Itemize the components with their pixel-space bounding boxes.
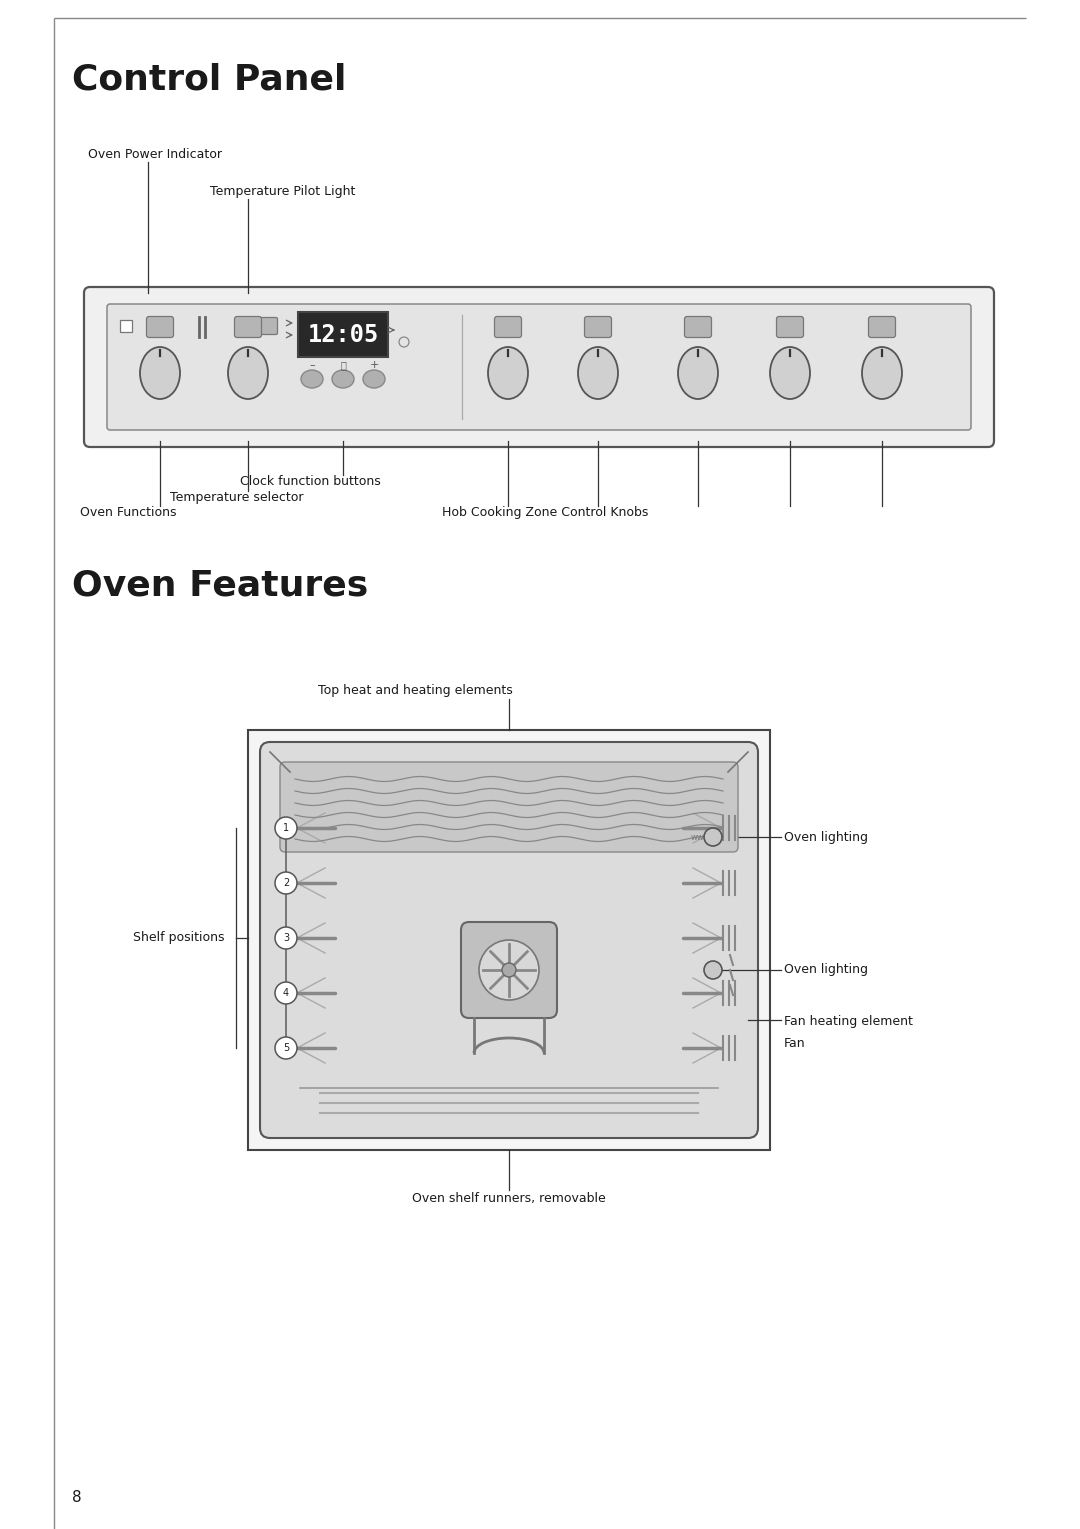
FancyBboxPatch shape [280,761,738,852]
Text: Fan: Fan [784,1037,806,1050]
Text: Temperature Pilot Light: Temperature Pilot Light [210,185,355,197]
Text: Control Panel: Control Panel [72,63,347,96]
Text: ⏻: ⏻ [340,359,346,370]
Text: 1: 1 [283,823,289,833]
Text: Oven lighting: Oven lighting [784,830,868,844]
Ellipse shape [332,370,354,388]
Ellipse shape [140,347,180,399]
Circle shape [275,982,297,1005]
Ellipse shape [228,347,268,399]
Ellipse shape [488,347,528,399]
Text: Hob Cooking Zone Control Knobs: Hob Cooking Zone Control Knobs [442,506,648,518]
Text: Oven Functions: Oven Functions [80,506,176,518]
Ellipse shape [578,347,618,399]
Text: Oven lighting: Oven lighting [784,963,868,977]
Text: Oven Power Indicator: Oven Power Indicator [87,148,222,161]
Text: Oven Features: Oven Features [72,567,368,602]
Text: Shelf positions: Shelf positions [133,931,225,945]
Circle shape [275,872,297,894]
FancyBboxPatch shape [107,304,971,430]
Ellipse shape [301,370,323,388]
Text: +: + [369,359,379,370]
FancyBboxPatch shape [495,317,522,338]
Text: ww: ww [691,832,705,841]
Text: 3: 3 [283,933,289,943]
FancyBboxPatch shape [84,287,994,446]
Text: Oven shelf runners, removable: Oven shelf runners, removable [413,1193,606,1205]
FancyBboxPatch shape [868,317,895,338]
Ellipse shape [770,347,810,399]
Text: 4: 4 [283,988,289,998]
FancyBboxPatch shape [234,317,261,338]
FancyBboxPatch shape [147,317,174,338]
FancyBboxPatch shape [584,317,611,338]
Text: 2: 2 [283,878,289,888]
Circle shape [704,829,723,846]
Text: 8: 8 [72,1489,82,1505]
FancyBboxPatch shape [777,317,804,338]
FancyBboxPatch shape [258,318,278,335]
Ellipse shape [862,347,902,399]
Bar [120,320,132,332]
Bar [248,729,770,1150]
FancyBboxPatch shape [260,742,758,1138]
Circle shape [704,962,723,979]
Text: 5: 5 [283,1043,289,1053]
Circle shape [275,816,297,839]
FancyBboxPatch shape [685,317,712,338]
Circle shape [480,940,539,1000]
Circle shape [275,1037,297,1060]
Circle shape [275,927,297,950]
Text: –: – [309,359,314,370]
Bar [298,312,388,356]
Text: Clock function buttons: Clock function buttons [240,476,381,488]
Text: 12:05: 12:05 [308,323,379,347]
Text: Top heat and heating elements: Top heat and heating elements [318,683,513,697]
Ellipse shape [678,347,718,399]
Circle shape [502,963,516,977]
Ellipse shape [363,370,384,388]
Text: Temperature selector: Temperature selector [170,491,303,505]
Text: Fan heating element: Fan heating element [784,1015,913,1027]
FancyBboxPatch shape [461,922,557,1018]
